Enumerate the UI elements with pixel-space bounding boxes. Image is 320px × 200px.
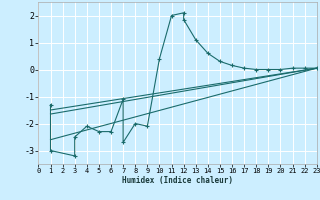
X-axis label: Humidex (Indice chaleur): Humidex (Indice chaleur) [122,176,233,185]
